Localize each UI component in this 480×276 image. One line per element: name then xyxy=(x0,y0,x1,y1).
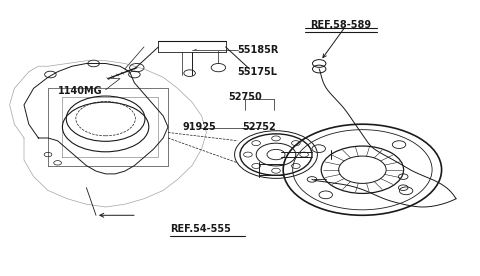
Text: REF.54-555: REF.54-555 xyxy=(170,224,231,234)
Text: 91925: 91925 xyxy=(182,122,216,132)
Text: 52750: 52750 xyxy=(228,92,262,102)
Text: REF.58-589: REF.58-589 xyxy=(310,20,372,30)
Text: 55175L: 55175L xyxy=(238,67,277,77)
Text: 1140MG: 1140MG xyxy=(58,86,102,96)
Text: 55185R: 55185R xyxy=(238,45,279,55)
Text: 52752: 52752 xyxy=(242,122,276,132)
